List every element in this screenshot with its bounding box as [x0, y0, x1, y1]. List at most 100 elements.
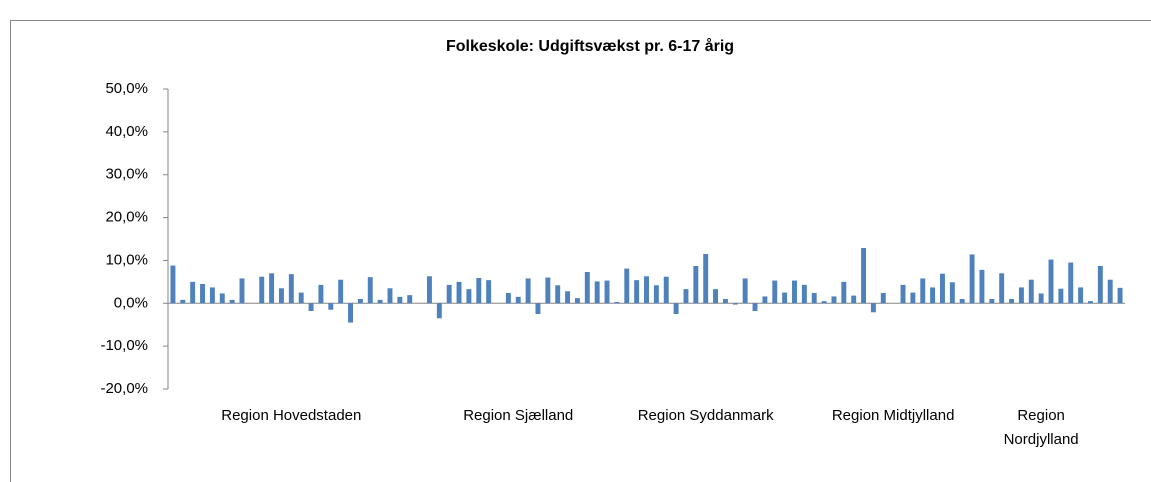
- bar: [831, 296, 837, 304]
- bar: [170, 265, 176, 304]
- bar: [930, 287, 936, 304]
- bar: [436, 303, 442, 319]
- bar: [851, 295, 857, 304]
- y-tick-label: 40,0%: [105, 123, 148, 140]
- bar: [693, 266, 699, 304]
- bar: [772, 280, 778, 304]
- bar: [515, 296, 521, 304]
- bar: [870, 303, 876, 313]
- bar: [298, 292, 304, 304]
- bar: [239, 278, 245, 304]
- x-tick-label: Region Sjælland: [463, 407, 574, 424]
- bar: [446, 284, 452, 304]
- y-tick-label: 50,0%: [105, 80, 148, 97]
- bar: [1058, 288, 1064, 304]
- x-tick-label: Region Syddanmark: [637, 407, 774, 424]
- bar: [703, 254, 709, 304]
- bar: [683, 289, 689, 304]
- bar: [377, 299, 383, 304]
- bar: [574, 298, 580, 304]
- bar: [732, 303, 738, 305]
- bar: [259, 276, 265, 304]
- bar: [456, 281, 462, 304]
- bar: [663, 276, 669, 304]
- bar: [1068, 262, 1074, 304]
- bar: [1018, 287, 1024, 304]
- bar: [525, 278, 531, 304]
- bar: [722, 299, 728, 304]
- bar: [811, 293, 817, 304]
- bar: [1038, 293, 1044, 304]
- bar: [1107, 279, 1113, 304]
- bar: [644, 276, 649, 304]
- bar: [190, 281, 196, 304]
- bar: [1097, 266, 1103, 304]
- bar: [841, 281, 847, 304]
- bar: [713, 289, 719, 304]
- bar: [920, 278, 926, 304]
- bar: [989, 299, 995, 304]
- bar: [1117, 287, 1123, 304]
- y-tick-label: 30,0%: [105, 166, 148, 183]
- bar: [742, 278, 748, 304]
- bar: [348, 303, 353, 323]
- y-tick-label: -10,0%: [100, 337, 148, 354]
- x-tick-label: Region Nordjylland: [1003, 407, 1079, 448]
- x-tick-label: Region Hovedstaden: [221, 407, 362, 424]
- bar: [288, 274, 294, 304]
- bar: [999, 273, 1005, 304]
- bar: [535, 303, 541, 314]
- bar: [880, 293, 886, 304]
- bar: [328, 303, 334, 310]
- bar: [219, 293, 225, 304]
- bar: [229, 299, 235, 304]
- bar: [900, 284, 906, 304]
- bar: [555, 285, 561, 304]
- y-tick-label: -20,0%: [100, 380, 148, 397]
- bar: [673, 303, 679, 314]
- bar: [821, 301, 827, 304]
- bar: [782, 292, 788, 304]
- x-tick-label: Region Midtjylland: [831, 407, 955, 424]
- bar: [1048, 259, 1054, 304]
- bar: [624, 268, 630, 304]
- bar: [486, 280, 492, 304]
- bar: [801, 284, 807, 304]
- bar: [752, 303, 758, 311]
- y-tick-label: 10,0%: [105, 251, 148, 268]
- bar: [792, 280, 797, 304]
- bar: [318, 284, 324, 304]
- chart-frame: [10, 20, 1151, 482]
- bar: [1078, 287, 1084, 304]
- bar: [209, 287, 215, 304]
- bar: [979, 269, 985, 304]
- y-tick-label: 0,0%: [114, 294, 148, 311]
- chart-title: Folkeskole: Udgiftsvækst pr. 6-17 årig: [446, 37, 734, 55]
- bar: [1009, 299, 1015, 304]
- bar: [1028, 279, 1034, 304]
- bar: [466, 289, 472, 304]
- bar: [861, 248, 867, 304]
- bar: [278, 288, 284, 304]
- bar: [338, 279, 344, 304]
- bar: [357, 299, 363, 304]
- bar: [949, 282, 955, 304]
- bar: [476, 278, 482, 304]
- bar: [940, 273, 945, 304]
- bar: [910, 292, 916, 304]
- bar: [269, 273, 275, 304]
- bar: [387, 288, 393, 304]
- bar: [545, 277, 551, 304]
- bar: [308, 303, 314, 311]
- bar: [762, 296, 768, 304]
- bar: [614, 302, 620, 304]
- bar: [969, 254, 975, 304]
- bar: [594, 281, 600, 304]
- bar: [653, 285, 659, 304]
- bar: [584, 272, 590, 304]
- bar: [367, 277, 373, 304]
- bar: [180, 299, 186, 304]
- bar: [1088, 301, 1093, 304]
